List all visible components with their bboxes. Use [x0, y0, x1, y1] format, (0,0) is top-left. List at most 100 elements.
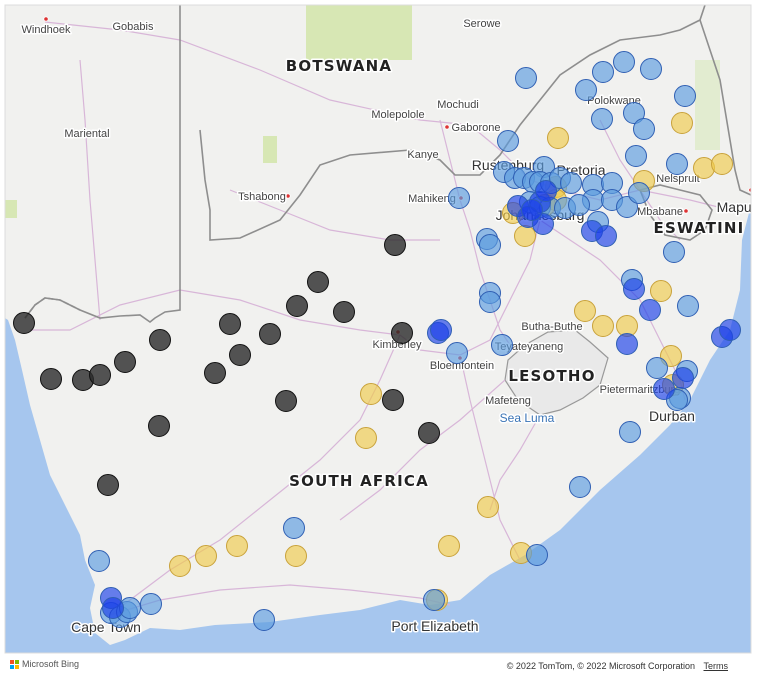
map-marker-light-blue[interactable] — [666, 153, 688, 175]
map-marker-gray[interactable] — [13, 312, 35, 334]
map-marker-yellow[interactable] — [438, 535, 460, 557]
map-marker-light-blue[interactable] — [616, 196, 638, 218]
city-label: Bloemfontein — [430, 360, 494, 372]
country-label: SOUTH AFRICA — [289, 472, 429, 490]
map-marker-yellow[interactable] — [671, 112, 693, 134]
map-marker-light-blue[interactable] — [619, 421, 641, 443]
map-marker-dark-blue[interactable] — [535, 180, 557, 202]
map-marker-light-blue[interactable] — [640, 58, 662, 80]
map-marker-gray[interactable] — [418, 422, 440, 444]
map-marker-light-blue[interactable] — [674, 85, 696, 107]
map-marker-light-blue[interactable] — [677, 295, 699, 317]
map-marker-gray[interactable] — [382, 389, 404, 411]
city-label: Mochudi — [437, 99, 479, 111]
map-marker-light-blue[interactable] — [575, 79, 597, 101]
map-marker-light-blue[interactable] — [497, 130, 519, 152]
map-marker-gray[interactable] — [114, 351, 136, 373]
map-marker-light-blue[interactable] — [613, 51, 635, 73]
city-label: Butha-Buthe — [521, 321, 582, 333]
map-marker-yellow[interactable] — [660, 345, 682, 367]
map-marker-gray[interactable] — [229, 344, 251, 366]
map-marker-gray[interactable] — [149, 329, 171, 351]
map-marker-light-blue[interactable] — [283, 517, 305, 539]
map-marker-light-blue[interactable] — [515, 67, 537, 89]
map-marker-light-blue[interactable] — [633, 118, 655, 140]
map-marker-light-blue[interactable] — [88, 550, 110, 572]
terms-link[interactable]: Terms — [703, 661, 729, 671]
map-marker-gray[interactable] — [286, 295, 308, 317]
map-marker-light-blue[interactable] — [568, 194, 590, 216]
city-dot-icon — [43, 16, 49, 22]
map-marker-gray[interactable] — [89, 364, 111, 386]
park-area — [695, 60, 720, 150]
map-marker-yellow[interactable] — [693, 157, 715, 179]
park-area — [5, 200, 17, 218]
city-label: Molepolole — [371, 109, 424, 121]
city-label: Port Elizabeth — [391, 618, 478, 634]
map-marker-dark-blue[interactable] — [102, 597, 124, 619]
city-dot-icon — [444, 124, 450, 130]
map-marker-light-blue[interactable] — [253, 609, 275, 631]
map-marker-light-blue[interactable] — [628, 182, 650, 204]
map-marker-gray[interactable] — [259, 323, 281, 345]
map-marker-light-blue[interactable] — [663, 241, 685, 263]
map-marker-light-blue[interactable] — [423, 589, 445, 611]
map-marker-gray[interactable] — [148, 415, 170, 437]
map-marker-yellow[interactable] — [169, 555, 191, 577]
map-marker-yellow[interactable] — [285, 545, 307, 567]
map-marker-light-blue[interactable] — [569, 476, 591, 498]
map-marker-yellow[interactable] — [574, 300, 596, 322]
map-marker-light-blue[interactable] — [140, 593, 162, 615]
map-marker-gray[interactable] — [275, 390, 297, 412]
map-marker-light-blue[interactable] — [479, 291, 501, 313]
map-marker-light-blue[interactable] — [623, 102, 645, 124]
map-marker-dark-blue[interactable] — [430, 319, 452, 341]
map-marker-light-blue[interactable] — [560, 172, 582, 194]
city-labels: Windhoek Gobabis Serowe Mariental Mochudi Mol… — [20, 16, 751, 637]
map-marker-light-blue[interactable] — [491, 334, 513, 356]
map-marker-gray[interactable] — [219, 313, 241, 335]
map-marker-gray[interactable] — [384, 234, 406, 256]
map-marker-yellow[interactable] — [650, 280, 672, 302]
city-dot-icon — [285, 193, 291, 199]
map-marker-yellow[interactable] — [547, 127, 569, 149]
map-marker-dark-blue[interactable] — [623, 278, 645, 300]
map-marker-yellow[interactable] — [195, 545, 217, 567]
map-marker-light-blue[interactable] — [526, 544, 548, 566]
map-marker-gray[interactable] — [307, 271, 329, 293]
park-area — [263, 136, 277, 163]
map-marker-light-blue[interactable] — [625, 145, 647, 167]
map-marker-dark-blue[interactable] — [719, 319, 741, 341]
map-marker-light-blue[interactable] — [446, 342, 468, 364]
map-marker-dark-blue[interactable] — [521, 199, 543, 221]
map-marker-yellow[interactable] — [477, 496, 499, 518]
map-marker-light-blue[interactable] — [479, 234, 501, 256]
map-marker-yellow[interactable] — [355, 427, 377, 449]
city-label: Mahikeng — [408, 193, 456, 205]
map-marker-light-blue[interactable] — [646, 357, 668, 379]
map-marker-light-blue[interactable] — [592, 61, 614, 83]
map-marker-gray[interactable] — [40, 368, 62, 390]
map-marker-dark-blue[interactable] — [595, 225, 617, 247]
map-marker-dark-blue[interactable] — [653, 378, 675, 400]
map-marker-gray[interactable] — [97, 474, 119, 496]
map-marker-yellow[interactable] — [226, 535, 248, 557]
map-marker-dark-blue[interactable] — [672, 367, 694, 389]
map-marker-yellow[interactable] — [360, 383, 382, 405]
map-marker-dark-blue[interactable] — [616, 333, 638, 355]
data-markers — [13, 51, 741, 631]
map-marker-gray[interactable] — [333, 301, 355, 323]
map-marker-light-blue[interactable] — [591, 108, 613, 130]
map-marker-light-blue[interactable] — [448, 187, 470, 209]
map-marker-gray[interactable] — [391, 322, 413, 344]
country-labels: BOTSWANA SOUTH AFRICA LESOTHO ESWATINI — [284, 56, 744, 492]
map-marker-dark-blue[interactable] — [639, 299, 661, 321]
country-label: BOTSWANA — [286, 57, 392, 75]
namibia-border — [24, 297, 81, 319]
map-marker-gray[interactable] — [204, 362, 226, 384]
map-marker-yellow[interactable] — [514, 225, 536, 247]
map-marker-yellow[interactable] — [592, 315, 614, 337]
map-marker-yellow[interactable] — [711, 153, 733, 175]
